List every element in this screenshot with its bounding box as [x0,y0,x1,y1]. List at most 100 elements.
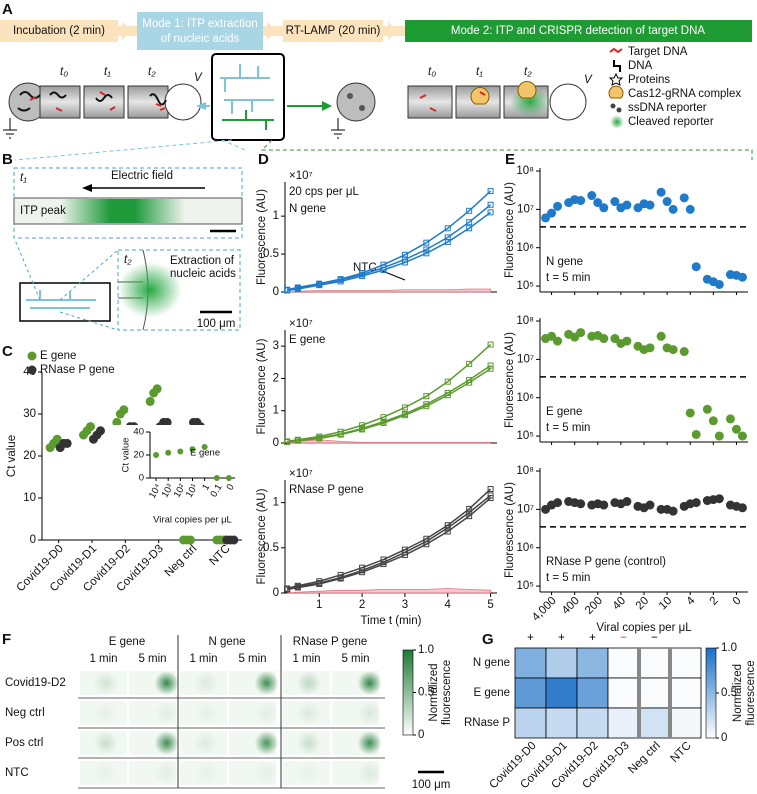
heat-cell [576,707,609,739]
time-header: 5 min [341,653,369,665]
data-point [423,246,430,253]
data-point [119,405,129,415]
data-point [656,187,666,197]
data-point [679,347,689,357]
data-point [294,285,301,292]
y-axis-label: Ct value [121,438,132,473]
fluorescence-blob [154,731,179,755]
legend-label: ssDNA reporter [628,102,707,114]
ntc-area [287,588,491,594]
data-point [401,552,408,559]
time-label: t₁ [20,172,27,184]
data-point [96,426,105,436]
data-point [359,426,366,433]
data-point [466,509,473,516]
heat-cell [669,707,702,739]
colorbar-tick-label: 0 [721,732,727,744]
data-point [714,431,724,441]
data-point [737,272,747,282]
data-point [668,204,678,214]
colorbar-label: Normalized [428,663,440,721]
x-tick-label: 200 [583,595,605,617]
fluorescence-blob [296,671,321,695]
time-label: t₂ [148,66,156,78]
data-point [679,193,689,203]
scale-label: 100 μm [412,779,451,791]
data-point [685,408,695,418]
x-tick-label: 4 [684,594,697,607]
sign: − [620,632,627,644]
data-point [487,188,494,195]
data-point [599,334,609,344]
series-line [287,497,492,591]
time-header: 1 min [89,653,117,665]
multiplier: ×10⁷ [289,318,313,330]
data-point [466,219,473,226]
data-point [487,365,494,372]
data-point [337,575,344,582]
note: RNase P gene [289,484,364,496]
data-point [599,500,609,510]
data-point [152,384,162,394]
panel-label: F [2,631,11,648]
y-tick-label: 20 [133,450,144,461]
colorbar-tick-label: 0.5 [418,687,434,699]
data-point [359,569,366,576]
sign: − [651,632,658,644]
colorbar [402,649,414,736]
heat-cell [638,707,671,739]
heat-cell [669,647,702,679]
data-point [225,475,232,481]
data-point [153,452,160,458]
column-header: RNase P gene [293,636,368,648]
time-label: t₀ [60,66,68,78]
series-line [287,364,491,443]
fluorescence-blob [254,701,279,725]
x-tick-label: 5 [487,599,493,611]
column-header: E gene [109,636,145,648]
data-point [587,191,597,201]
note: E gene [190,448,220,459]
data-point [731,424,741,434]
data-point [576,499,586,509]
y-tick-label: 10⁶ [516,242,534,254]
x-tick-label: 0 [731,595,744,608]
data-point [645,500,655,510]
series-line [287,211,492,292]
data-point [487,495,494,502]
heat-cell [545,647,578,679]
time-label: t₂ [124,254,132,266]
y-tick-label: 1 [273,497,279,509]
data-point [487,362,494,369]
y-tick-label: 0.5 [263,248,279,260]
data-point [201,443,208,450]
time-label: t₂ [524,66,532,78]
x-tick-label: 1 [316,599,322,611]
y-tick-label: 0 [273,286,279,298]
data-point [380,267,387,273]
time-label: t₁ [104,66,111,78]
y-tick-label: 10⁷ [517,353,534,365]
panel-label: E [505,151,515,168]
data-point [737,431,747,441]
row-label: Neg ctrl [5,707,45,719]
panel-label: G [482,631,494,648]
row-label: Covid19-D2 [5,677,66,689]
step: of nucleic acids [161,33,240,45]
x-tick-label: 40 [611,595,629,613]
legend-marker [27,351,37,361]
panel-label: B [2,151,13,168]
note: 20 cps per μL [289,186,360,198]
multiplier: ×10⁷ [289,468,313,480]
extraction-label: Extraction of [170,255,235,267]
data-point [229,535,239,545]
row-label: RNase P [464,717,510,729]
data-point [444,392,451,399]
fluorescence-blob [254,671,279,695]
fluorescence-blob [154,761,179,785]
y-tick-label: 10⁷ [517,203,534,215]
y-axis-label: Fluorescence (AU) [256,338,268,434]
data-point [423,403,430,410]
